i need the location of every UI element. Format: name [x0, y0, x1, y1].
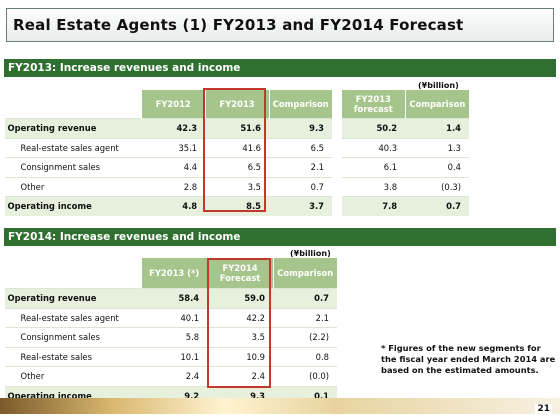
col-header: Comparison: [404, 90, 469, 119]
section-bar-fy2014: FY2014: Increase revenues and income: [4, 228, 556, 246]
cell: 51.6: [205, 118, 270, 138]
cell: 8.5: [205, 196, 270, 216]
col-header: FY2013 forecast: [341, 90, 406, 119]
row-label: Consignment sales: [4, 157, 142, 177]
page-number: 21: [535, 404, 552, 414]
col-header: FY2014 Forecast: [206, 258, 273, 289]
table-row: Operating income 4.8 8.5 3.7: [4, 196, 332, 216]
table-row: 6.1 0.4: [341, 157, 469, 177]
col-header: Comparison: [268, 90, 332, 119]
cell: 3.5: [205, 176, 270, 197]
cell: 6.1: [341, 157, 406, 177]
row-label: Operating income: [4, 196, 142, 216]
table-row: Real-estate sales agent 35.1 41.6 6.5: [4, 137, 332, 158]
row-label: Other: [4, 176, 142, 197]
cell: 5.8: [141, 327, 208, 347]
cell: (0.0): [273, 366, 337, 386]
cell: 0.8: [273, 346, 337, 367]
cell: (2.2): [273, 327, 337, 347]
cell: 58.4: [141, 288, 208, 308]
cell: 10.1: [141, 346, 208, 367]
cell: 35.1: [141, 137, 206, 158]
table-row: 50.2 1.4: [341, 118, 469, 138]
cell: 0.4: [405, 157, 469, 177]
cell: 59.0: [207, 288, 273, 308]
col-header: Comparison: [272, 258, 337, 289]
row-label: Operating revenue: [4, 118, 142, 138]
fy2013-forecast-table: FY2013 forecast Comparison 50.2 1.4 40.3…: [341, 90, 469, 216]
col-header: FY2013 (*): [140, 258, 208, 289]
table-row: Consignment sales 5.8 3.5 (2.2): [4, 327, 337, 347]
cell: 9.3: [269, 118, 332, 138]
cell: 40.3: [341, 137, 406, 158]
cell: 0.7: [273, 288, 337, 308]
table-row: Operating revenue 42.3 51.6 9.3: [4, 118, 332, 138]
cell: 42.3: [141, 118, 206, 138]
unit-note-1: (¥billion): [418, 81, 459, 90]
page-title: Real Estate Agents (1) FY2013 and FY2014…: [6, 8, 554, 42]
cell: 41.6: [205, 137, 270, 158]
col-header: FY2013: [204, 90, 270, 119]
row-label: Real-estate sales agent: [4, 307, 142, 328]
table-row: 40.3 1.3: [341, 137, 469, 158]
cell: 2.8: [141, 176, 206, 197]
cell: 10.9: [207, 346, 273, 367]
cell: 0.7: [269, 176, 332, 197]
table-row: Operating revenue 58.4 59.0 0.7: [4, 288, 337, 308]
row-label: Real-estate sales agent: [4, 137, 142, 158]
fy2014-table: FY2013 (*) FY2014 Forecast Comparison Op…: [4, 258, 337, 405]
footer-decoration: [0, 398, 560, 414]
cell: 2.4: [141, 366, 208, 386]
cell: 4.4: [141, 157, 206, 177]
cell: 2.1: [273, 307, 337, 328]
footnote: * Figures of the new segments for the fi…: [381, 343, 556, 375]
table-row: Other 2.4 2.4 (0.0): [4, 366, 337, 386]
cell: 1.3: [405, 137, 469, 158]
table-row: Consignment sales 4.4 6.5 2.1: [4, 157, 332, 177]
cell: 0.7: [405, 196, 469, 216]
table-row: Other 2.8 3.5 0.7: [4, 176, 332, 197]
row-label: Other: [4, 366, 142, 386]
cell: 4.8: [141, 196, 206, 216]
section-bar-fy2013: FY2013: Increase revenues and income: [4, 59, 556, 77]
cell: 3.8: [341, 176, 406, 197]
table-row: 7.8 0.7: [341, 196, 469, 216]
cell: 42.2: [207, 307, 273, 328]
col-header: FY2012: [140, 90, 206, 119]
row-label: Operating revenue: [4, 288, 142, 308]
cell: 1.4: [405, 118, 469, 138]
cell: 50.2: [341, 118, 406, 138]
cell: 40.1: [141, 307, 208, 328]
unit-note-2: (¥billion): [290, 249, 331, 258]
cell: 6.5: [269, 137, 332, 158]
cell: 3.5: [207, 327, 273, 347]
cell: 7.8: [341, 196, 406, 216]
cell: 2.1: [269, 157, 332, 177]
row-label: Real-estate sales: [4, 346, 142, 367]
row-label: Consignment sales: [4, 327, 142, 347]
cell: 2.4: [207, 366, 273, 386]
cell: 3.7: [269, 196, 332, 216]
table-row: Real-estate sales agent 40.1 42.2 2.1: [4, 307, 337, 328]
table-row: Real-estate sales 10.1 10.9 0.8: [4, 346, 337, 367]
cell: 6.5: [205, 157, 270, 177]
table-row: 3.8 (0.3): [341, 176, 469, 197]
fy2013-table: FY2012 FY2013 Comparison Operating reven…: [4, 90, 332, 216]
cell: (0.3): [405, 176, 469, 197]
